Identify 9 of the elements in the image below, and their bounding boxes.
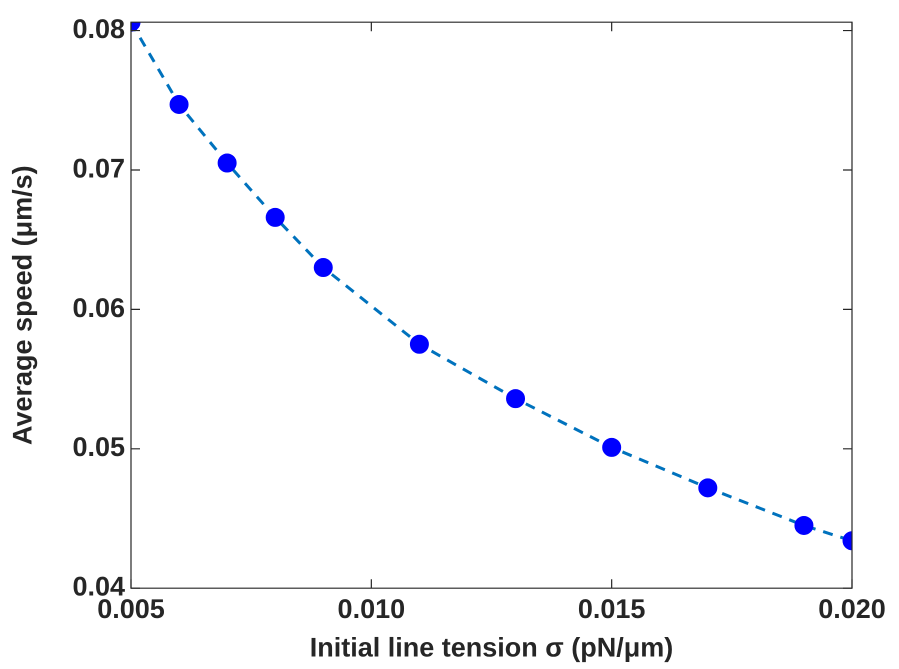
x-tick-label: 0.015 <box>578 594 646 624</box>
y-tick-label: 0.05 <box>72 432 125 462</box>
y-tick-label: 0.08 <box>72 14 125 44</box>
x-tick-label: 0.010 <box>338 594 406 624</box>
y-tick-label: 0.07 <box>72 153 125 184</box>
x-tick-label: 0.020 <box>818 594 886 624</box>
y-tick-label: 0.06 <box>72 292 125 323</box>
y-axis-title: Average speed (μm/s) <box>8 165 38 446</box>
x-axis-title: Initial line tension σ (pN/μm) <box>310 632 674 662</box>
